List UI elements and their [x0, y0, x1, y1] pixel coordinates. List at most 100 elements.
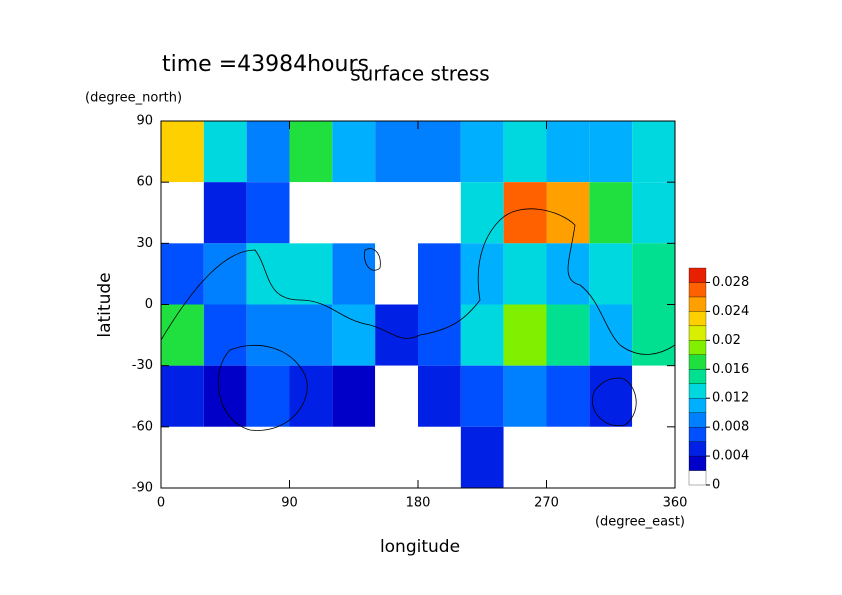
cell: [203, 182, 247, 244]
colorbar-swatch: [688, 340, 707, 355]
cell: [546, 121, 590, 183]
cell: [332, 121, 376, 183]
cell: [332, 426, 376, 488]
cell: [161, 304, 204, 366]
cell: [246, 243, 290, 305]
cell: [246, 182, 290, 244]
cell: [460, 304, 504, 366]
cell: [503, 365, 547, 427]
cell: [632, 243, 675, 305]
cell: [246, 426, 290, 488]
cell: [332, 365, 376, 427]
colorbar-tick-label: 0: [712, 478, 720, 493]
cell: [589, 182, 633, 244]
cell: [460, 121, 504, 183]
y-tick-label: -30: [132, 358, 153, 373]
colorbar-swatch: [688, 441, 707, 457]
cell: [375, 182, 418, 244]
cell: [375, 243, 418, 305]
x-unit: (degree_east): [595, 515, 685, 530]
cell: [289, 365, 333, 427]
cell: [161, 243, 204, 305]
colorbar-swatch: [688, 325, 707, 341]
cell: [161, 121, 204, 183]
colorbar-tick-label: 0.008: [712, 420, 749, 435]
cell: [289, 121, 333, 183]
cell: [460, 182, 504, 244]
cell: [203, 426, 247, 488]
x-tick-label: 0: [157, 496, 165, 511]
cell: [589, 365, 633, 427]
cell: [589, 121, 633, 183]
cell: [246, 365, 290, 427]
colorbar-tick-label: 0.02: [712, 333, 741, 348]
colorbar-swatch: [688, 311, 707, 327]
cell: [161, 426, 204, 488]
y-tick-label: 0: [145, 297, 153, 312]
y-tick-label: 90: [136, 114, 153, 129]
x-tick-label: 90: [281, 496, 298, 511]
x-tick-label: 360: [663, 496, 688, 511]
y-unit: (degree_north): [85, 91, 182, 106]
cell: [589, 243, 633, 305]
colorbar-tick-label: 0.004: [712, 449, 749, 464]
cell: [418, 182, 461, 244]
colorbar-swatch: [688, 282, 707, 298]
cell: [289, 426, 333, 488]
coastline: [160, 208, 676, 431]
cell: [632, 182, 675, 244]
cell: [375, 365, 418, 427]
cell: [546, 304, 590, 366]
cell: [418, 426, 461, 488]
cell: [503, 426, 547, 488]
cell: [460, 243, 504, 305]
cell: [418, 365, 461, 427]
cell: [332, 182, 376, 244]
cell: [332, 304, 376, 366]
colorbar-swatch: [688, 369, 707, 384]
cell: [246, 121, 290, 183]
cell: [375, 121, 418, 183]
cell: [418, 304, 461, 366]
colorbar-swatch: [688, 412, 707, 428]
cell: [203, 365, 247, 427]
cell: [632, 121, 675, 183]
x-tick-label: 270: [534, 496, 559, 511]
cell: [203, 121, 247, 183]
cell: [589, 304, 633, 366]
annotation: time =43984hours: [162, 52, 369, 77]
cell: [332, 243, 376, 305]
y-tick-label: -90: [132, 481, 153, 496]
y-tick-label: -60: [132, 419, 153, 434]
y-tick-label: 30: [136, 236, 153, 251]
cell: [503, 304, 547, 366]
x-axis-label: longitude: [380, 537, 460, 557]
colorbar-tick-label: 0.024: [712, 304, 749, 319]
cell: [503, 243, 547, 305]
cell: [418, 243, 461, 305]
y-axis-label: latitude: [95, 272, 115, 337]
colorbar-swatch: [688, 470, 707, 486]
cell: [375, 426, 418, 488]
cell: [246, 304, 290, 366]
cell: [546, 243, 590, 305]
cell: [589, 426, 633, 488]
colorbar-swatch: [688, 296, 707, 312]
cell: [418, 121, 461, 183]
colorbar-swatch: [688, 398, 707, 413]
cell: [632, 365, 675, 427]
colorbar-swatch: [688, 267, 707, 283]
cell: [546, 426, 590, 488]
cell: [289, 243, 333, 305]
cell: [161, 182, 204, 244]
colorbar-swatch: [688, 426, 707, 442]
colorbar-swatch: [688, 455, 707, 471]
cell: [460, 365, 504, 427]
chart-title: surface stress: [350, 62, 489, 86]
cell: [375, 304, 418, 366]
colorbar-tick-label: 0.012: [712, 391, 749, 406]
cell: [289, 182, 333, 244]
colorbar-tick-label: 0.028: [712, 275, 749, 290]
cell: [460, 426, 504, 488]
